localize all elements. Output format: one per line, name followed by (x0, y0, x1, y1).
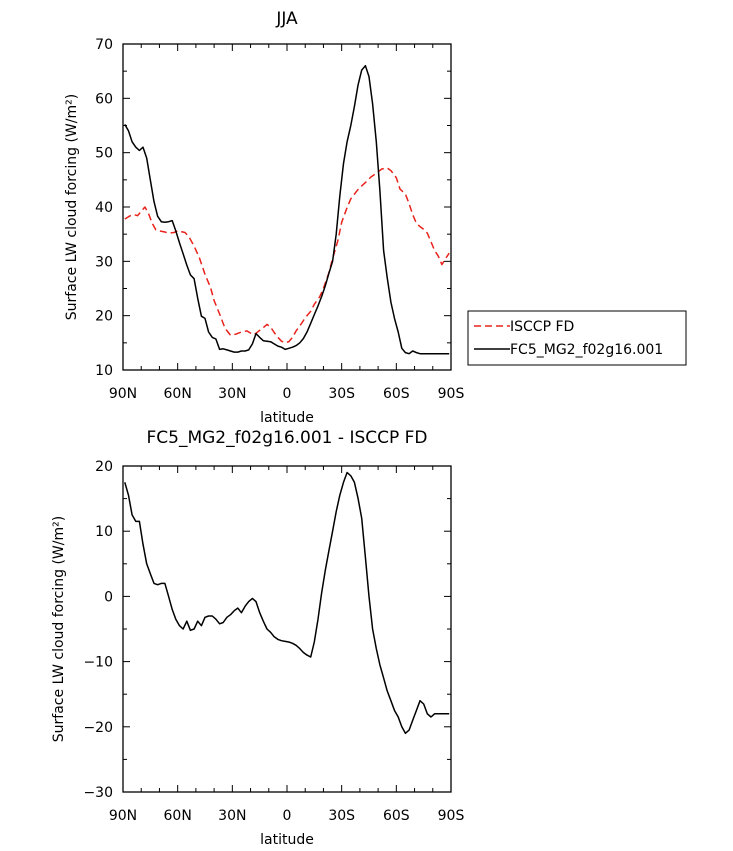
top-y-tick-label: 60 (95, 91, 113, 107)
top-x-axis-label: latitude (260, 410, 314, 426)
bottom-x-tick-label: 90S (438, 808, 465, 824)
bottom-y-tick-label: 20 (95, 459, 113, 475)
bottom-y-tick-label: 10 (95, 524, 113, 540)
legend-label: FC5_MG2_f02g16.001 (510, 342, 663, 358)
bottom-y-tick-label: −30 (83, 785, 113, 801)
bottom-x-tick-label: 90N (109, 808, 137, 824)
top-x-tick-label: 90S (438, 386, 465, 402)
top-y-axis-label: Surface LW cloud forcing (W/m²) (64, 94, 80, 320)
bottom-x-axis-label: latitude (260, 832, 314, 848)
top-y-tick-label: 30 (95, 254, 113, 270)
bottom-chart-title: FC5_MG2_f02g16.001 - ISCCP FD (146, 428, 427, 448)
bottom-chart: FC5_MG2_f02g16.001 - ISCCP FD 90N 60N 30N 0 3… (51, 428, 464, 848)
top-x-tick-label: 30S (328, 386, 355, 402)
bottom-x-tick-label: 60S (383, 808, 410, 824)
bottom-x-tick-label: 60N (164, 808, 192, 824)
top-plot-frame (122, 43, 452, 371)
bottom-y-tick-label: −10 (83, 655, 113, 671)
bottom-x-tick-label: 30N (218, 808, 246, 824)
legend: ISCCP FD FC5_MG2_f02g16.001 (467, 310, 687, 366)
top-y-tick-label: 70 (95, 37, 113, 53)
top-x-tick-label: 90N (109, 386, 137, 402)
bottom-plot-frame (122, 465, 452, 793)
bottom-x-tick-label: 0 (283, 808, 292, 824)
bottom-y-axis-label: Surface LW cloud forcing (W/m²) (51, 516, 67, 742)
bottom-y-tick-label: −20 (83, 720, 113, 736)
legend-box (467, 310, 687, 366)
top-x-tick-label: 30N (218, 386, 246, 402)
top-series-line-fc5-mg2-f02g16-001 (124, 64, 450, 355)
top-y-tick-label: 10 (95, 363, 113, 379)
top-y-tick-label: 40 (95, 200, 113, 216)
legend-label: ISCCP FD (510, 319, 574, 335)
top-chart: JJA 90N 60N 30N 0 30S 60S 90S 10 20 30 40 50 60 70 lati… (64, 9, 687, 426)
top-chart-title: JJA (275, 9, 298, 29)
top-series-line-isccp-fd (124, 167, 450, 344)
top-x-tick-label: 60S (383, 386, 410, 402)
top-y-tick-label: 50 (95, 146, 113, 162)
bottom-series-line-difference (124, 471, 450, 735)
top-x-tick-label: 60N (164, 386, 192, 402)
top-y-tick-label: 20 (95, 309, 113, 325)
top-x-tick-label: 0 (283, 386, 292, 402)
bottom-y-tick-label: 0 (104, 589, 113, 605)
bottom-x-tick-label: 30S (328, 808, 355, 824)
